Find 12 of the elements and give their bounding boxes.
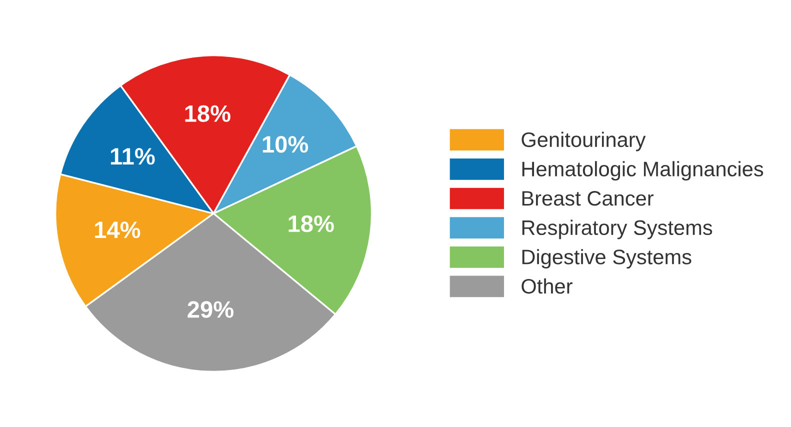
data-label: 11% (110, 148, 155, 165)
data-label: 18% (288, 215, 334, 232)
legend-label: Other (522, 278, 572, 294)
legend-label: Digestive Systems (522, 249, 692, 268)
legend-label: Breast Cancer (522, 190, 654, 206)
data-label: 18% (185, 105, 230, 122)
legend-label: Genitourinary (522, 132, 646, 152)
data-label: 14% (95, 222, 140, 238)
data-label: 29% (188, 301, 234, 318)
data-label: 10% (262, 136, 308, 153)
legend-label: Hematologic Malignancies (522, 161, 764, 181)
legend-label: Respiratory Systems (522, 220, 712, 240)
